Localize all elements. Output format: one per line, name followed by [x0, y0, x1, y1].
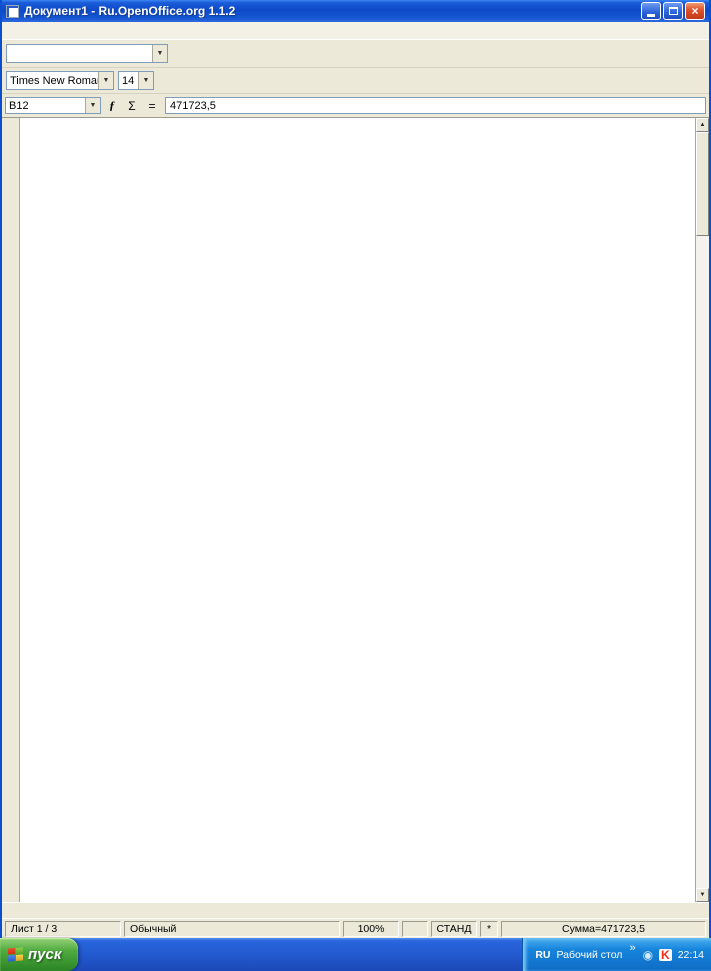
window-controls: ×	[641, 2, 705, 20]
vertical-scrollbar[interactable]: ▲ ▼	[695, 118, 709, 902]
zoom-level[interactable]: 100%	[343, 920, 399, 937]
sheet-position: Лист 1 / 3	[5, 920, 121, 937]
close-button[interactable]: ×	[685, 2, 705, 20]
selection-mode[interactable]: СТАНД	[431, 920, 477, 937]
column-headers	[20, 118, 695, 134]
app-icon	[6, 4, 19, 18]
dropdown-arrow-icon[interactable]: ▼	[152, 45, 167, 62]
menu-bar	[2, 22, 709, 40]
scroll-up-icon[interactable]: ▲	[696, 118, 709, 132]
sum-icon[interactable]: Σ	[128, 98, 136, 113]
cell-reference-box[interactable]: B12 ▼	[5, 97, 101, 114]
font-size-combobox[interactable]: 14 ▼	[118, 71, 154, 90]
desktop-toolbar-label[interactable]: Рабочий стол	[556, 948, 623, 961]
function-toolbar: ▼	[2, 40, 709, 68]
dropdown-arrow-icon[interactable]: ▼	[138, 72, 153, 89]
font-name-combobox[interactable]: Times New Roman ▼	[6, 71, 114, 90]
dropdown-arrow-icon[interactable]: ▼	[98, 72, 113, 89]
scroll-down-icon[interactable]: ▼	[696, 888, 709, 902]
spreadsheet	[20, 118, 695, 902]
work-area: ▲ ▼	[2, 118, 709, 902]
restore-button[interactable]	[663, 2, 683, 20]
sum-display[interactable]: Сумма=471723,5	[501, 920, 706, 937]
windows-logo-icon	[8, 947, 23, 962]
main-toolbar	[2, 118, 20, 902]
insert-mode[interactable]	[402, 920, 428, 937]
vertical-scroll-thumb[interactable]	[696, 132, 709, 236]
formula-bar: B12 ▼ ƒ Σ = 471723,5	[2, 94, 709, 118]
function-icon[interactable]: =	[148, 98, 156, 113]
language-indicator[interactable]: RU	[535, 948, 551, 961]
system-tray: RU Рабочий стол » ◉ K 22:14	[522, 938, 711, 971]
sheet-tab-bar	[2, 902, 709, 918]
url-combobox[interactable]: ▼	[6, 44, 168, 63]
start-label: пуск	[28, 946, 62, 963]
modified-flag: *	[480, 920, 498, 937]
page-style[interactable]: Обычный	[124, 920, 340, 937]
url-input[interactable]	[7, 45, 152, 62]
antivirus-icon[interactable]: K	[659, 947, 672, 962]
dropdown-arrow-icon[interactable]: ▼	[85, 98, 100, 113]
object-toolbar: Times New Roman ▼ 14 ▼	[2, 68, 709, 94]
clock: 22:14	[677, 948, 704, 961]
window-title: Документ1 - Ru.OpenOffice.org 1.1.2	[24, 4, 236, 18]
tray-app-icon[interactable]: ◉	[642, 947, 654, 962]
status-bar: Лист 1 / 3 Обычный 100% СТАНД * Сумма=47…	[2, 918, 709, 938]
chevron-icon[interactable]: »	[629, 942, 636, 954]
font-name-value: Times New Roman	[10, 74, 98, 87]
start-button[interactable]: пуск	[0, 938, 79, 971]
taskbar: пуск RU Рабочий стол » ◉ K 22:14	[0, 938, 711, 971]
formula-input-line[interactable]: 471723,5	[165, 97, 706, 114]
font-size-value: 14	[122, 74, 135, 87]
minimize-button[interactable]	[641, 2, 661, 20]
title-bar[interactable]: Документ1 - Ru.OpenOffice.org 1.1.2 ×	[2, 0, 709, 22]
cell-reference-value: B12	[9, 99, 29, 112]
function-wizard-icon[interactable]: ƒ	[109, 98, 115, 112]
cells-grid[interactable]	[20, 134, 695, 902]
app-window: Документ1 - Ru.OpenOffice.org 1.1.2 × ▼ …	[0, 0, 711, 938]
